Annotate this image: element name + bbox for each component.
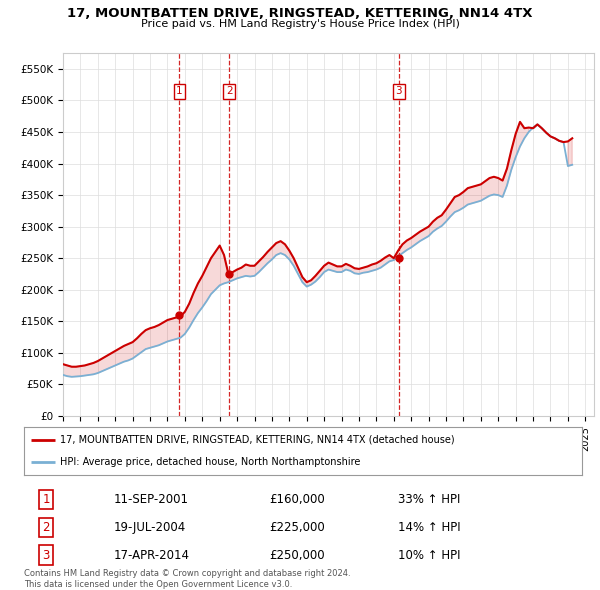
Text: 3: 3 <box>395 86 402 96</box>
Text: 17, MOUNTBATTEN DRIVE, RINGSTEAD, KETTERING, NN14 4TX: 17, MOUNTBATTEN DRIVE, RINGSTEAD, KETTER… <box>67 7 533 20</box>
Text: £225,000: £225,000 <box>269 521 325 534</box>
Text: 14% ↑ HPI: 14% ↑ HPI <box>398 521 460 534</box>
Text: HPI: Average price, detached house, North Northamptonshire: HPI: Average price, detached house, Nort… <box>60 457 361 467</box>
Text: Price paid vs. HM Land Registry's House Price Index (HPI): Price paid vs. HM Land Registry's House … <box>140 19 460 29</box>
Text: 33% ↑ HPI: 33% ↑ HPI <box>398 493 460 506</box>
Text: £160,000: £160,000 <box>269 493 325 506</box>
Text: 3: 3 <box>43 549 50 562</box>
Text: Contains HM Land Registry data © Crown copyright and database right 2024.
This d: Contains HM Land Registry data © Crown c… <box>24 569 350 589</box>
Text: £250,000: £250,000 <box>269 549 325 562</box>
Text: 2: 2 <box>226 86 232 96</box>
Text: 1: 1 <box>43 493 50 506</box>
Text: 17-APR-2014: 17-APR-2014 <box>113 549 189 562</box>
Text: 2: 2 <box>43 521 50 534</box>
Text: 11-SEP-2001: 11-SEP-2001 <box>113 493 188 506</box>
Text: 17, MOUNTBATTEN DRIVE, RINGSTEAD, KETTERING, NN14 4TX (detached house): 17, MOUNTBATTEN DRIVE, RINGSTEAD, KETTER… <box>60 435 455 445</box>
Text: 10% ↑ HPI: 10% ↑ HPI <box>398 549 460 562</box>
Text: 19-JUL-2004: 19-JUL-2004 <box>113 521 185 534</box>
Text: 1: 1 <box>176 86 183 96</box>
